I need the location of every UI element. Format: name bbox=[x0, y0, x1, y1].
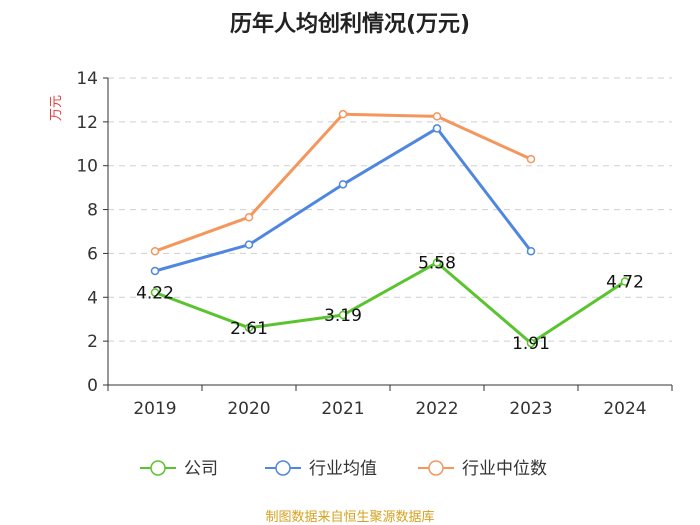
data-point bbox=[244, 240, 254, 249]
y-axis-label: 万元 bbox=[49, 95, 64, 121]
legend-label: 行业均值 bbox=[309, 459, 377, 479]
y-tick-label: 12 bbox=[76, 113, 98, 133]
data-label: 4.72 bbox=[606, 272, 644, 292]
y-tick-label: 8 bbox=[87, 201, 98, 221]
legend-item: 行业均值 bbox=[265, 459, 377, 479]
y-tick-label: 4 bbox=[87, 288, 98, 308]
gridlines bbox=[108, 77, 672, 342]
data-point bbox=[150, 266, 160, 276]
legend-item: 行业中位数 bbox=[418, 459, 547, 479]
data-point bbox=[150, 246, 160, 256]
legend-item: 公司 bbox=[140, 459, 218, 479]
data-label: 2.61 bbox=[230, 319, 268, 339]
y-tick-label: 2 bbox=[87, 332, 98, 352]
data-point bbox=[526, 246, 536, 256]
data-point bbox=[432, 112, 442, 121]
x-tick-label: 2019 bbox=[133, 399, 176, 419]
data-label: 4.22 bbox=[136, 283, 174, 303]
legend-marker-icon bbox=[428, 460, 444, 476]
data-point bbox=[432, 124, 442, 133]
legend-label: 行业中位数 bbox=[462, 459, 547, 479]
data-point bbox=[526, 338, 536, 348]
data-point bbox=[338, 180, 348, 189]
legend: 公司 行业均值 行业中位数 bbox=[140, 459, 547, 479]
data-point bbox=[244, 323, 254, 333]
y-tick-label: 14 bbox=[76, 69, 98, 89]
legend-marker-icon bbox=[275, 460, 291, 476]
series-line bbox=[154, 126, 533, 273]
x-tick-label: 2024 bbox=[603, 399, 646, 419]
data-point bbox=[244, 212, 254, 222]
data-point bbox=[150, 288, 160, 297]
data-point bbox=[432, 258, 442, 267]
x-tick-label: 2020 bbox=[227, 399, 270, 419]
series-line bbox=[154, 261, 626, 345]
chart-title: 历年人均创利情况(万元) bbox=[229, 12, 471, 37]
data-point bbox=[338, 310, 348, 320]
legend-label: 公司 bbox=[184, 459, 218, 479]
data-label: 3.19 bbox=[324, 306, 362, 326]
series-2 bbox=[150, 109, 536, 256]
x-tick-label: 2022 bbox=[415, 399, 458, 419]
axes: 0 2 4 6 8 10 12 14 2019 2020 2021 2022 2023 2024 bbox=[76, 69, 673, 419]
y-tick-label: 10 bbox=[76, 157, 98, 177]
series-1 bbox=[150, 124, 536, 276]
data-label: 1.91 bbox=[512, 334, 550, 354]
y-tick-label: 0 bbox=[87, 376, 98, 396]
x-tick-label: 2021 bbox=[321, 399, 364, 419]
y-tick-label: 6 bbox=[87, 244, 98, 264]
data-point bbox=[620, 277, 630, 286]
series-0: 4.22 2.61 3.19 5.58 1.91 4.72 bbox=[136, 254, 644, 354]
legend-marker-icon bbox=[150, 460, 166, 476]
data-point bbox=[526, 154, 536, 164]
series-layer: 4.22 2.61 3.19 5.58 1.91 4.72 bbox=[136, 109, 644, 354]
data-point bbox=[338, 109, 348, 119]
source-note: 制图数据来自恒生聚源数据库 bbox=[265, 510, 435, 525]
x-tick-label: 2023 bbox=[509, 399, 552, 419]
data-label: 5.58 bbox=[418, 254, 456, 274]
